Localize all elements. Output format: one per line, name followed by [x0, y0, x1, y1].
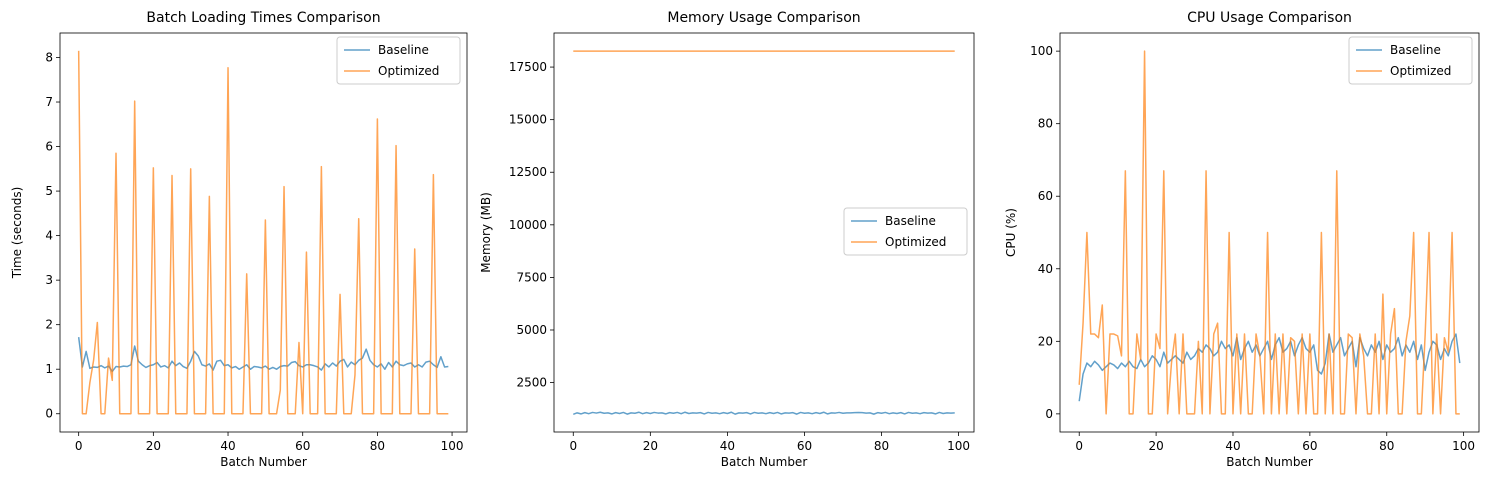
chart-1: 0 20 40 60 80 100 0 1 2 3 4 5 6 7 8 Batch Loading Times…: [10, 10, 468, 469]
y-tick-label: 6: [45, 140, 53, 154]
y-tick-label: 20: [1038, 334, 1053, 348]
x-axis-label: Batch Number: [1226, 455, 1313, 469]
y-axis-label: CPU (%): [1004, 208, 1018, 257]
y-tick-label: 1: [45, 362, 53, 376]
legend-label-baseline: Baseline: [1390, 43, 1441, 57]
y-tick-label: 15000: [509, 113, 547, 127]
x-tick-label: 60: [797, 439, 812, 453]
y-tick-label: 7500: [516, 270, 547, 284]
plot-frame: [1059, 32, 1480, 433]
legend-label-baseline: Baseline: [378, 43, 429, 57]
x-tick-label: 20: [643, 439, 658, 453]
y-tick-label: 17500: [509, 60, 547, 74]
plot-frame: [553, 32, 975, 433]
chart-title: Memory Usage Comparison: [667, 10, 860, 26]
legend-label-optimized: Optimized: [378, 64, 439, 78]
plot-frame: [59, 32, 468, 433]
x-axis-label: Batch Number: [721, 455, 808, 469]
x-tick-label: 60: [295, 439, 310, 453]
x-tick-label: 80: [874, 439, 889, 453]
y-tick-label: 2500: [516, 376, 547, 390]
x-tick-label: 60: [1302, 439, 1317, 453]
y-tick-label: 0: [1045, 407, 1053, 421]
y-tick-label: 7: [45, 95, 53, 109]
legend-label-baseline: Baseline: [885, 214, 936, 228]
x-tick-label: 0: [1075, 439, 1083, 453]
x-tick-label: 20: [146, 439, 161, 453]
x-tick-label: 80: [370, 439, 385, 453]
y-tick-label: 2: [45, 318, 53, 332]
y-tick-label: 10000: [509, 218, 547, 232]
x-tick-label: 100: [441, 439, 464, 453]
x-tick-label: 40: [1225, 439, 1240, 453]
chart-title: Batch Loading Times Comparison: [146, 10, 380, 26]
y-tick-label: 40: [1038, 262, 1053, 276]
series-line-optimized: [77, 50, 449, 415]
y-tick-label: 5: [45, 184, 53, 198]
legend-box: [1348, 36, 1473, 85]
y-tick-label: 8: [45, 50, 53, 64]
y-tick-label: 4: [45, 229, 53, 243]
y-tick-label: 12500: [509, 165, 547, 179]
y-tick-label: 5000: [516, 323, 547, 337]
x-tick-label: 80: [1379, 439, 1394, 453]
chart-2: 0 20 40 60 80 100 2500 5000 7500 10000 12500 15000 1…: [479, 10, 975, 469]
x-tick-label: 100: [1452, 439, 1475, 453]
y-tick-label: 100: [1030, 44, 1053, 58]
y-tick-label: 60: [1038, 189, 1053, 203]
y-axis-label: Time (seconds): [10, 187, 24, 280]
legend-label-optimized: Optimized: [1390, 64, 1451, 78]
y-tick-label: 80: [1038, 117, 1053, 131]
x-tick-label: 100: [947, 439, 970, 453]
series-line-baseline: [573, 411, 955, 416]
x-tick-label: 0: [75, 439, 83, 453]
y-tick-label: 3: [45, 273, 53, 287]
legend-box: [336, 36, 461, 85]
x-tick-label: 40: [220, 439, 235, 453]
series-line-baseline: [77, 337, 449, 373]
chart-3: 0 20 40 60 80 100 0 20 40 60 80 100 CPU Usage Compar…: [1004, 10, 1480, 469]
legend: Baseline Optimized: [1348, 36, 1473, 85]
x-tick-label: 40: [720, 439, 735, 453]
y-tick-label: 0: [45, 407, 53, 421]
legend-box: [843, 207, 968, 256]
x-tick-label: 20: [1148, 439, 1163, 453]
chart-title: CPU Usage Comparison: [1187, 10, 1352, 26]
series-line-optimized: [1078, 50, 1460, 415]
legend: Baseline Optimized: [336, 36, 461, 85]
x-tick-label: 0: [569, 439, 577, 453]
legend-label-optimized: Optimized: [885, 235, 946, 249]
x-axis-label: Batch Number: [220, 455, 307, 469]
y-axis-label: Memory (MB): [479, 192, 493, 273]
legend: Baseline Optimized: [843, 207, 968, 256]
